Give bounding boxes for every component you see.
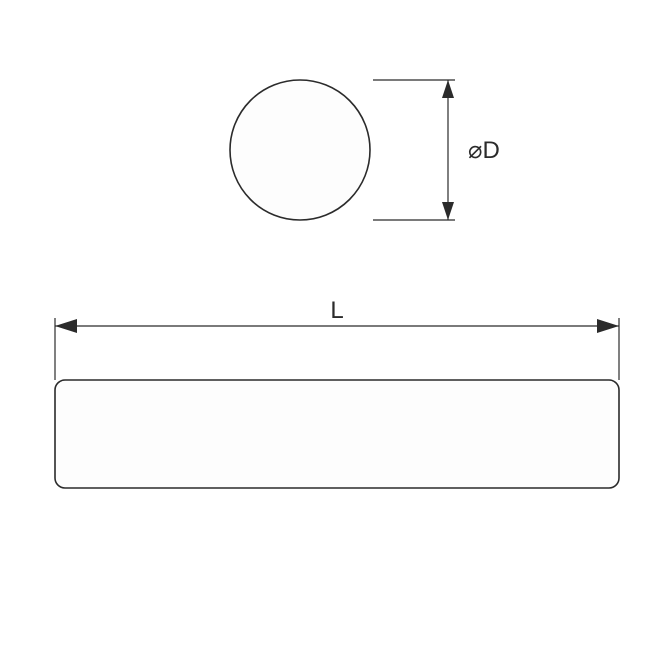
bar-shape (55, 380, 619, 488)
length-label: L (330, 297, 343, 324)
diameter-label: ⌀D (468, 137, 500, 164)
diameter-arrow-top (442, 80, 454, 98)
length-arrow-right (597, 319, 619, 333)
length-arrow-left (55, 319, 77, 333)
circle-shape (230, 80, 370, 220)
diameter-arrow-bottom (442, 202, 454, 220)
